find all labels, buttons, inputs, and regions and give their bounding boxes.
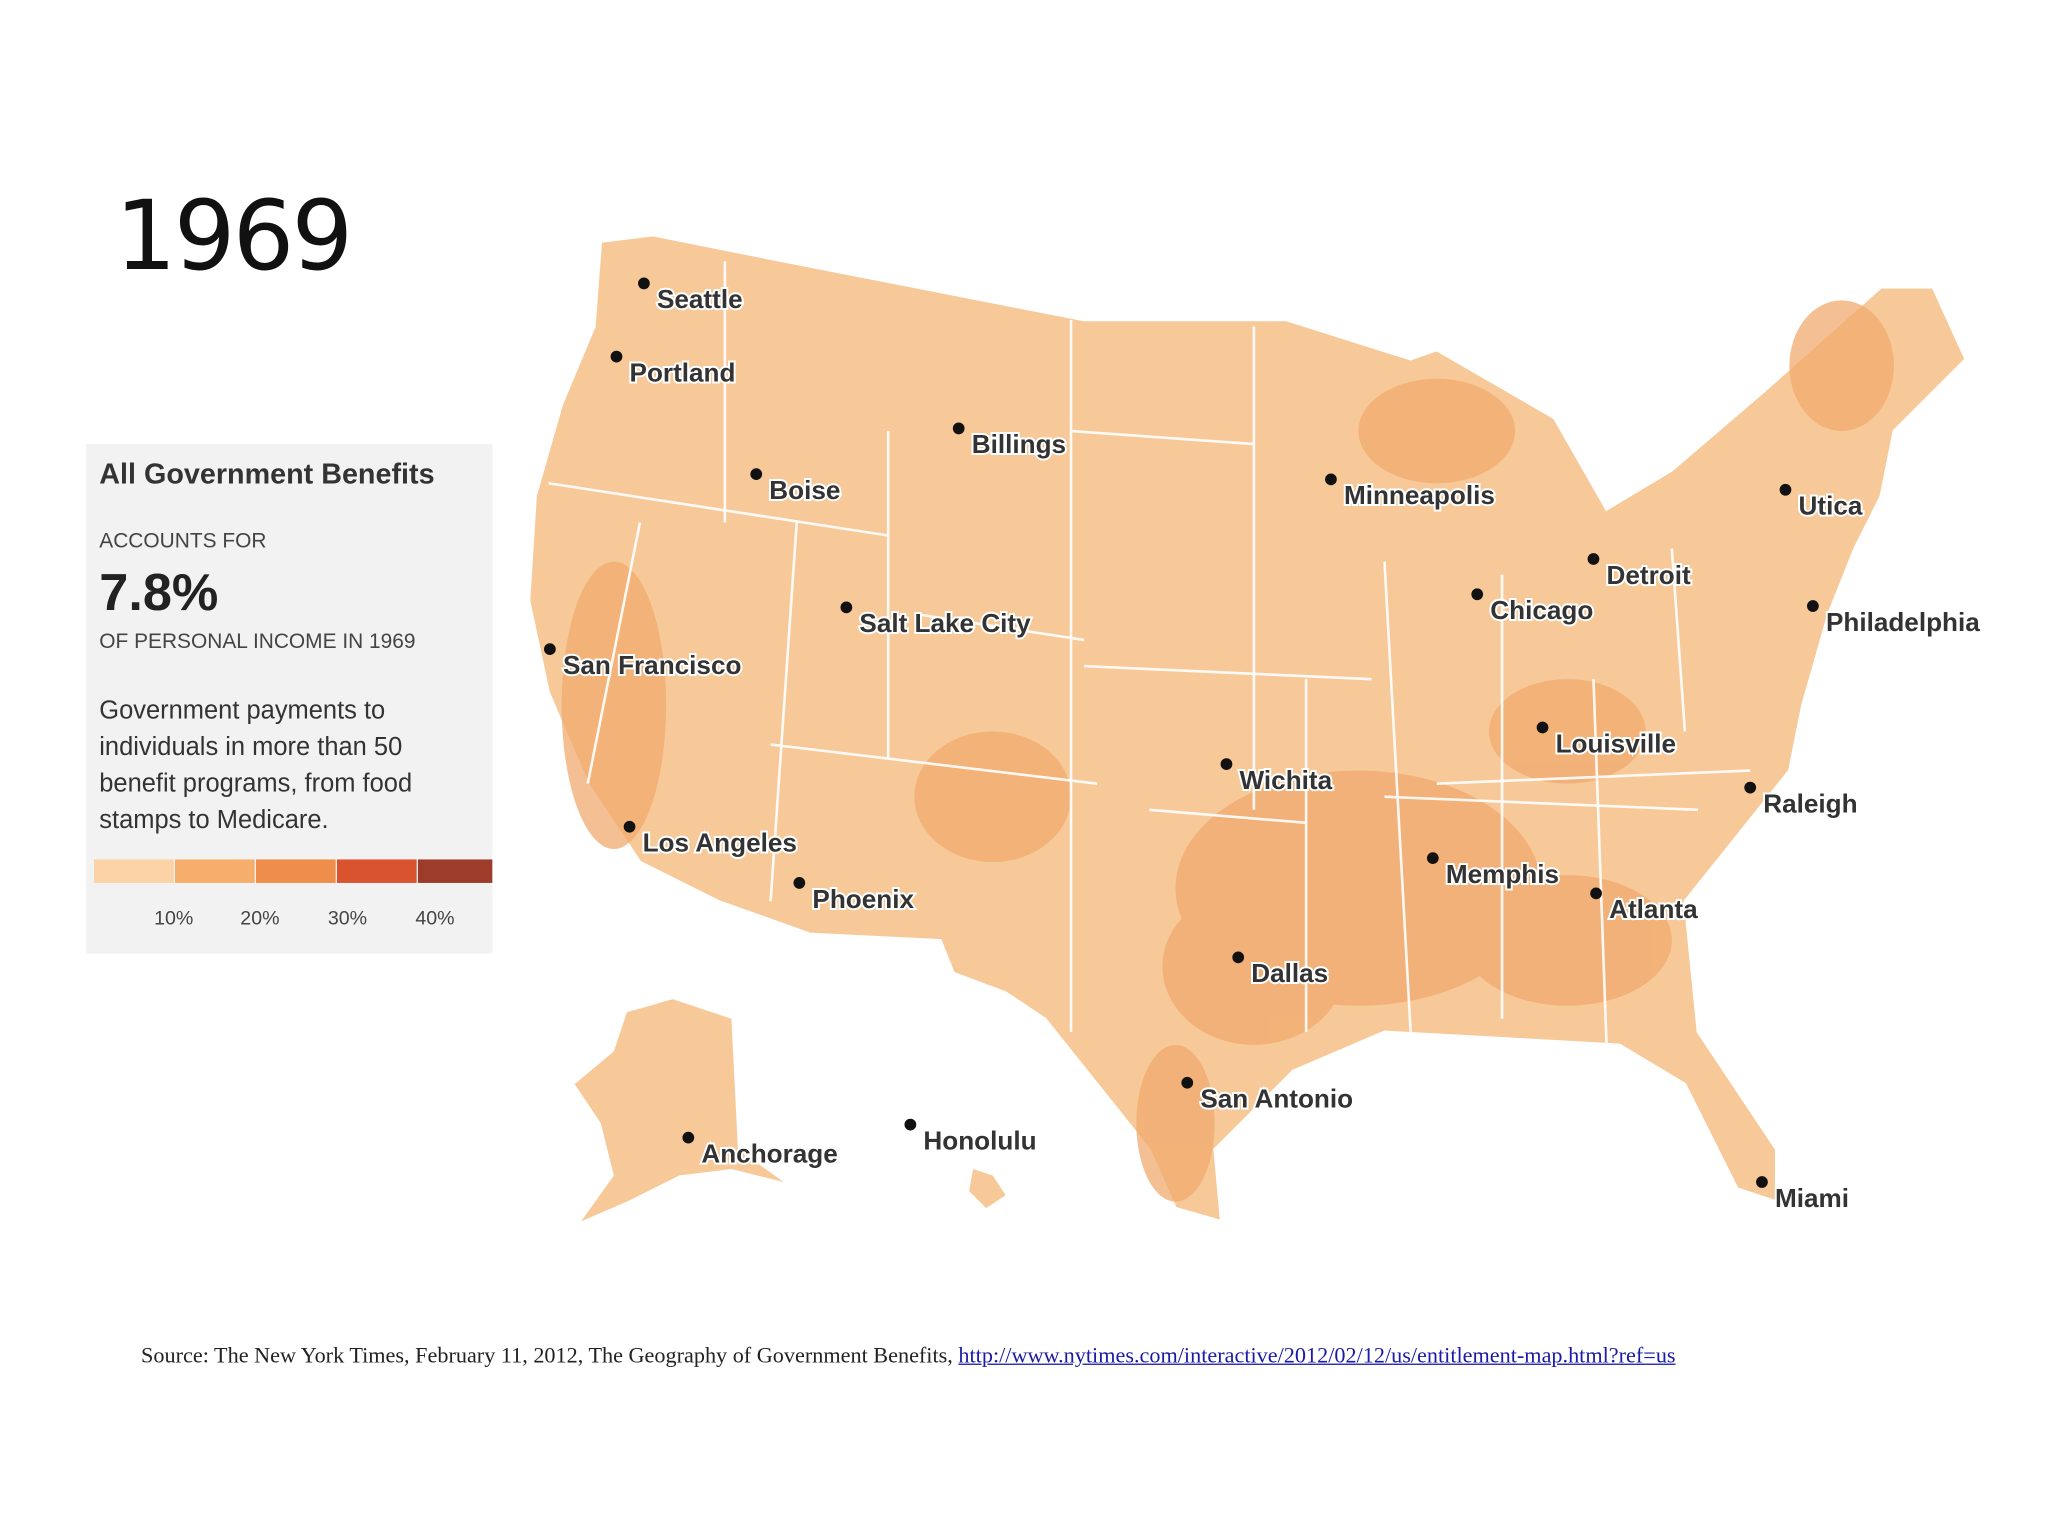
city-label: Portland	[630, 357, 736, 387]
city-label: Minneapolis	[1344, 480, 1495, 510]
state-borders	[548, 261, 1751, 1045]
city-label: Atlanta	[1609, 894, 1698, 924]
city-layer: Seattle Portland Billings Boise Minneapolis U…	[543, 277, 1982, 1215]
city-label: San Antonio	[1200, 1084, 1353, 1114]
city-label: Raleigh	[1763, 788, 1857, 818]
shaded-regions	[561, 300, 1894, 1202]
city-label: Los Angeles	[643, 828, 797, 858]
city-label: Detroit	[1607, 560, 1691, 590]
scale-swatch	[336, 859, 417, 883]
scale-label: 10%	[154, 907, 194, 930]
city-label: Boise	[769, 475, 840, 505]
city-label: Miami	[1775, 1183, 1849, 1213]
scale-label: 30%	[327, 907, 368, 930]
scale-swatch	[417, 859, 493, 883]
source-text: Source: The New York Times, February 11,…	[141, 1342, 953, 1368]
city-dot	[1426, 852, 1439, 864]
city-dot	[638, 277, 650, 290]
scale-label: 20%	[240, 907, 280, 930]
city-label: Phoenix	[812, 884, 914, 914]
us-mainland	[527, 233, 1968, 1224]
city-dot	[1181, 1076, 1194, 1089]
city-dot	[682, 1131, 695, 1144]
city-label: Billings	[972, 429, 1066, 459]
city-dot	[750, 468, 763, 480]
scale-swatch	[94, 859, 174, 883]
panel-description: Government payments to individuals in mo…	[99, 696, 413, 835]
source-link[interactable]: http://www.nytimes.com/interactive/2012/…	[958, 1342, 1676, 1368]
alaska	[574, 999, 784, 1222]
legend-panel: All Government Benefits ACCOUNTS FOR 7.8…	[86, 444, 493, 954]
city-label: San Francisco	[563, 650, 741, 680]
scale-label: 40%	[415, 907, 455, 930]
city-label: Dallas	[1251, 958, 1328, 988]
city-dot	[1325, 473, 1337, 486]
city-label: Philadelphia	[1826, 607, 1980, 637]
scale-swatch	[175, 859, 255, 883]
city-dot	[1220, 758, 1233, 770]
city-dot	[952, 422, 965, 435]
panel-share: 7.8%	[99, 564, 219, 622]
year-title: 1969	[114, 180, 353, 293]
city-label: Memphis	[1446, 859, 1559, 889]
source-note: Source: The New York Times, February 11,…	[141, 1341, 1865, 1368]
panel-heading: All Government Benefits	[99, 457, 435, 490]
city-dot	[1587, 553, 1600, 565]
scale-swatch	[255, 859, 336, 883]
hawaii	[969, 1168, 1006, 1209]
city-dot	[1779, 483, 1792, 496]
panel-label: ACCOUNTS FOR	[99, 530, 267, 553]
city-dot	[610, 350, 623, 363]
city-dot	[1471, 588, 1484, 601]
city-dot	[1590, 887, 1602, 900]
city-label: Wichita	[1240, 765, 1333, 795]
city-label: Salt Lake City	[859, 608, 1031, 638]
city-dot	[1744, 781, 1757, 794]
city-dot	[1536, 721, 1549, 734]
city-label: Anchorage	[701, 1138, 837, 1168]
city-dot	[1756, 1176, 1768, 1188]
city-dot	[904, 1118, 917, 1131]
city-dot	[840, 601, 853, 614]
city-dot	[1807, 600, 1819, 612]
color-scale	[94, 859, 493, 883]
city-dot	[543, 643, 556, 656]
city-label: Louisville	[1556, 728, 1676, 758]
city-label: Honolulu	[923, 1125, 1036, 1155]
city-dot	[1232, 951, 1245, 964]
panel-note: OF PERSONAL INCOME IN 1969	[99, 630, 416, 654]
city-label: Chicago	[1490, 595, 1593, 625]
city-label: Seattle	[657, 284, 743, 314]
city-label: Utica	[1799, 491, 1863, 521]
city-dot	[623, 820, 636, 833]
city-dot	[793, 877, 806, 889]
